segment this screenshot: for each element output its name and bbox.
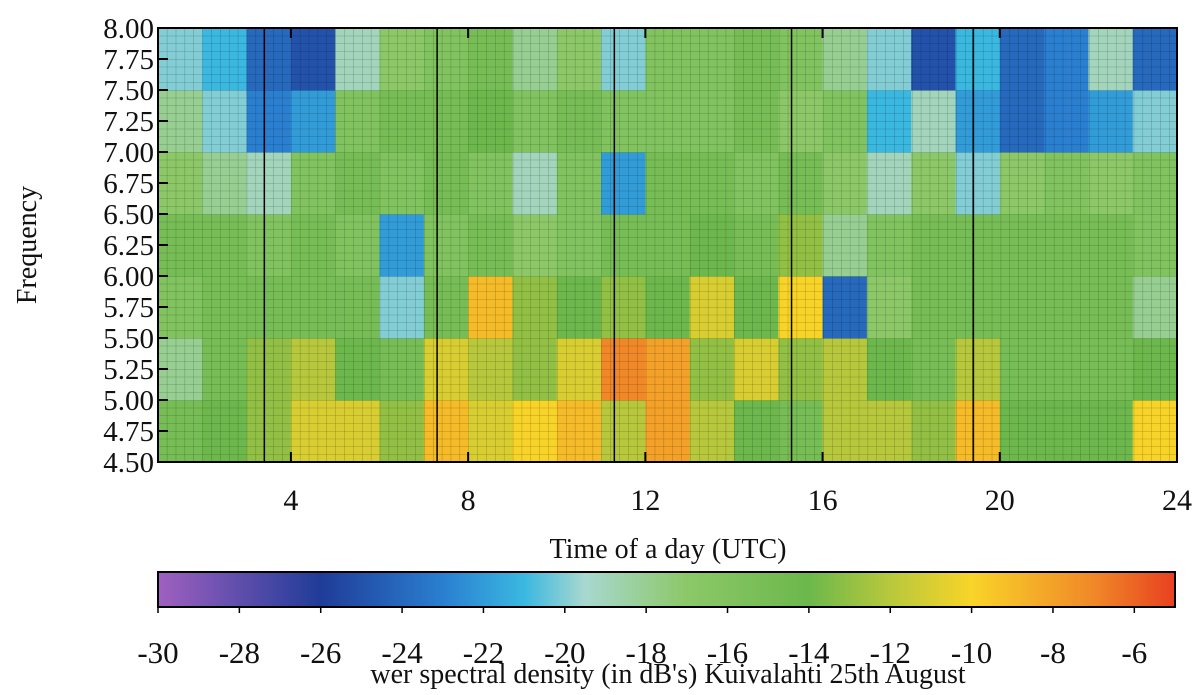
x-tick-label: 24 — [1162, 484, 1192, 517]
colorbar-tick-label: -20 — [544, 635, 585, 670]
y-tick-label: 6.75 — [103, 168, 154, 200]
y-tick-label: 4.50 — [103, 447, 154, 479]
y-tick-label: 5.00 — [103, 385, 154, 417]
y-tick-label: 5.75 — [103, 292, 154, 324]
x-tick-label: 20 — [985, 484, 1015, 517]
y-tick-label: 7.00 — [103, 137, 154, 169]
colorbar-tick-label: -28 — [219, 635, 260, 670]
x-tick-label: 12 — [630, 484, 660, 517]
colorbar — [158, 572, 1175, 607]
x-tick-label: 8 — [461, 484, 476, 517]
colorbar-tick-label: -10 — [951, 635, 992, 670]
colorbar-tick-label: -18 — [625, 635, 666, 670]
x-tick-label: 16 — [808, 484, 838, 517]
colorbar-tick-label: -30 — [137, 635, 178, 670]
colorbar-tick-label: -8 — [1040, 635, 1066, 670]
y-tick-label: 6.50 — [103, 199, 154, 231]
colorbar-tick-label: -6 — [1121, 635, 1147, 670]
y-tick-label: 7.25 — [103, 106, 154, 138]
y-tick-label: 8.00 — [103, 13, 154, 45]
colorbar-tick-label: -24 — [381, 635, 423, 670]
y-tick-label: 4.75 — [103, 416, 154, 448]
x-axis-label: Time of a day (UTC) — [550, 534, 787, 565]
x-tick-label: 4 — [283, 484, 298, 517]
mesh-overlay — [158, 28, 1177, 462]
colorbar-tick-label: -12 — [870, 635, 911, 670]
y-axis-label: Frequency — [12, 186, 43, 304]
y-tick-label: 7.50 — [103, 75, 154, 107]
colorbar-tick-label: -16 — [707, 635, 748, 670]
y-tick-label: 6.25 — [103, 230, 154, 262]
y-tick-label: 5.25 — [103, 354, 154, 386]
y-tick-label: 6.00 — [103, 261, 154, 293]
y-tick-label: 5.50 — [103, 323, 154, 355]
y-tick-label: 7.75 — [103, 44, 154, 76]
colorbar-tick-label: -26 — [300, 635, 341, 670]
colorbar-tick-label: -14 — [788, 635, 830, 670]
colorbar-tick-label: -22 — [463, 635, 504, 670]
